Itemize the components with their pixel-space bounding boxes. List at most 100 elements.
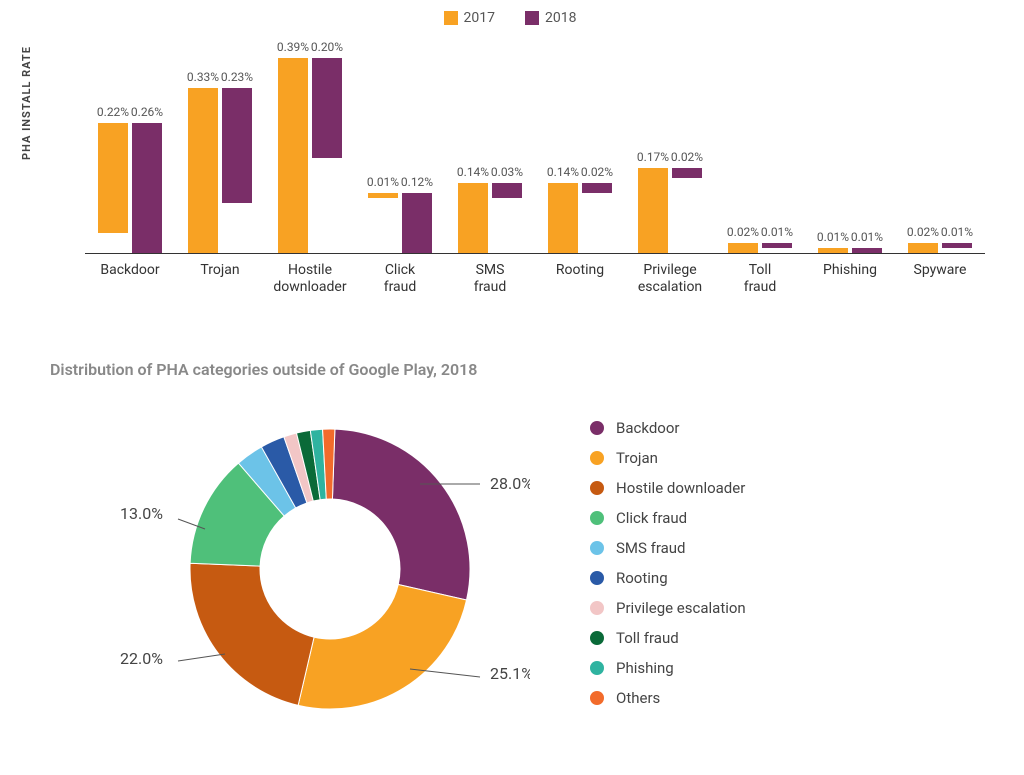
- bar-group: 0.14% 0.02%: [535, 183, 625, 253]
- donut-legend-swatch: [590, 571, 604, 585]
- bar-category-label: Phishing: [805, 262, 895, 279]
- donut-legend-label: Rooting: [616, 569, 668, 587]
- donut-legend-swatch: [590, 481, 604, 495]
- bar-chart: 2017 2018 PHA INSTALL RATE 0.22%0.26%0.3…: [30, 10, 990, 330]
- legend-item-2018: 2018: [525, 10, 576, 26]
- donut-svg-wrap: 28.0%25.1%22.0%13.0%: [30, 399, 530, 739]
- donut-legend-swatch: [590, 511, 604, 525]
- bar-value-label: 0.01%: [761, 225, 793, 239]
- bar-value-label: 0.03%: [491, 165, 523, 179]
- bar-value-label: 0.14%: [547, 165, 579, 179]
- bar-value-label: 0.23%: [221, 70, 253, 84]
- donut-legend-swatch: [590, 661, 604, 675]
- bar-value-label: 0.14%: [457, 165, 489, 179]
- bar-category-label: Spyware: [895, 262, 985, 279]
- bar-group: 0.22%0.26%: [85, 123, 175, 253]
- donut-legend-item: Rooting: [590, 569, 746, 587]
- bar-value-label: 0.01%: [817, 230, 849, 244]
- bar-group: 0.17% 0.02%: [625, 168, 715, 253]
- donut-legend-swatch: [590, 421, 604, 435]
- bar-group: 0.33%0.23%: [175, 88, 265, 253]
- bar-category-labels: BackdoorTrojanHostiledownloaderClickfrau…: [85, 254, 985, 304]
- donut-legend-swatch: [590, 541, 604, 555]
- donut-legend-item: Others: [590, 689, 746, 707]
- donut-legend-item: Backdoor: [590, 419, 746, 437]
- bar-category-label: Privilegeescalation: [625, 262, 715, 296]
- bar-plot-area: 0.22%0.26%0.33%0.23%0.39%0.20%0.01%0.12%…: [85, 34, 985, 254]
- bar-2018: 0.23%: [222, 88, 252, 203]
- bar-category-label: Clickfraud: [355, 262, 445, 296]
- callout-line: [178, 654, 225, 661]
- callout-label: 25.1%: [490, 664, 530, 683]
- bar-category-label: Tollfraud: [715, 262, 805, 296]
- donut-slice: [298, 585, 466, 709]
- bar-2017: 0.39%: [278, 58, 308, 253]
- legend-swatch-2018: [525, 11, 539, 25]
- bar-2017: 0.33%: [188, 88, 218, 253]
- bar-2018: 0.03%: [492, 183, 522, 198]
- donut-legend-item: Trojan: [590, 449, 746, 467]
- legend-label-2017: 2017: [464, 10, 495, 26]
- bar-2017: 0.14%: [548, 183, 578, 253]
- donut-slice: [190, 563, 314, 705]
- y-axis-label: PHA INSTALL RATE: [20, 46, 33, 160]
- bar-value-label: 0.01%: [941, 225, 973, 239]
- donut-legend-swatch: [590, 601, 604, 615]
- bar-2018: 0.01%: [942, 243, 972, 248]
- donut-legend-swatch: [590, 451, 604, 465]
- bar-group: 0.39%0.20%: [265, 58, 355, 253]
- donut-legend-item: Click fraud: [590, 509, 746, 527]
- bar-2018: 0.02%: [672, 168, 702, 178]
- bar-2018: 0.01%: [762, 243, 792, 248]
- legend-swatch-2017: [444, 11, 458, 25]
- donut-legend-label: Phishing: [616, 659, 674, 677]
- bar-category-label: SMSfraud: [445, 262, 535, 296]
- legend-item-2017: 2017: [444, 10, 495, 26]
- bar-group: 0.02% 0.01%: [895, 243, 985, 253]
- donut-legend-item: Privilege escalation: [590, 599, 746, 617]
- donut-legend-label: Click fraud: [616, 509, 687, 527]
- bar-value-label: 0.02%: [907, 225, 939, 239]
- donut-legend-label: Backdoor: [616, 419, 679, 437]
- donut-legend-label: Hostile downloader: [616, 479, 745, 497]
- bar-value-label: 0.20%: [311, 40, 343, 54]
- bar-value-label: 0.01%: [367, 175, 399, 189]
- bar-value-label: 0.26%: [131, 105, 163, 119]
- donut-legend-item: Phishing: [590, 659, 746, 677]
- donut-legend-item: SMS fraud: [590, 539, 746, 557]
- bar-value-label: 0.02%: [727, 225, 759, 239]
- bar-2017: 0.17%: [638, 168, 668, 253]
- bar-value-label: 0.33%: [187, 70, 219, 84]
- bar-group: 0.02% 0.01%: [715, 243, 805, 253]
- callout-label: 22.0%: [120, 649, 163, 668]
- donut-legend-label: Others: [616, 689, 660, 707]
- bar-category-label: Backdoor: [85, 262, 175, 279]
- bar-chart-legend: 2017 2018: [30, 10, 990, 26]
- bar-value-label: 0.02%: [671, 150, 703, 164]
- bar-category-label: Trojan: [175, 262, 265, 279]
- bar-category-label: Hostiledownloader: [265, 262, 355, 296]
- donut-legend-swatch: [590, 631, 604, 645]
- donut-legend-label: SMS fraud: [616, 539, 686, 557]
- donut-legend-item: Hostile downloader: [590, 479, 746, 497]
- bar-value-label: 0.39%: [277, 40, 309, 54]
- bar-value-label: 0.22%: [97, 105, 129, 119]
- bar-2017: 0.02%: [728, 243, 758, 253]
- bar-2017: 0.22%: [98, 123, 128, 233]
- donut-chart: Distribution of PHA categories outside o…: [30, 360, 990, 739]
- donut-legend: Backdoor Trojan Hostile downloader Click fr…: [590, 419, 746, 719]
- donut-legend-swatch: [590, 691, 604, 705]
- legend-label-2018: 2018: [545, 10, 576, 26]
- bar-value-label: 0.17%: [637, 150, 669, 164]
- bar-2018: 0.26%: [132, 123, 162, 253]
- bar-2018: 0.02%: [582, 183, 612, 193]
- bar-2017: 0.02%: [908, 243, 938, 253]
- bar-value-label: 0.12%: [401, 175, 433, 189]
- donut-title: Distribution of PHA categories outside o…: [50, 360, 990, 379]
- bar-group: 0.01%0.12%: [355, 193, 445, 253]
- bar-2018: 0.20%: [312, 58, 342, 158]
- bar-group: 0.14%0.03%: [445, 183, 535, 253]
- bar-value-label: 0.01%: [851, 230, 883, 244]
- bar-2018: 0.12%: [402, 193, 432, 253]
- donut-legend-label: Privilege escalation: [616, 599, 746, 617]
